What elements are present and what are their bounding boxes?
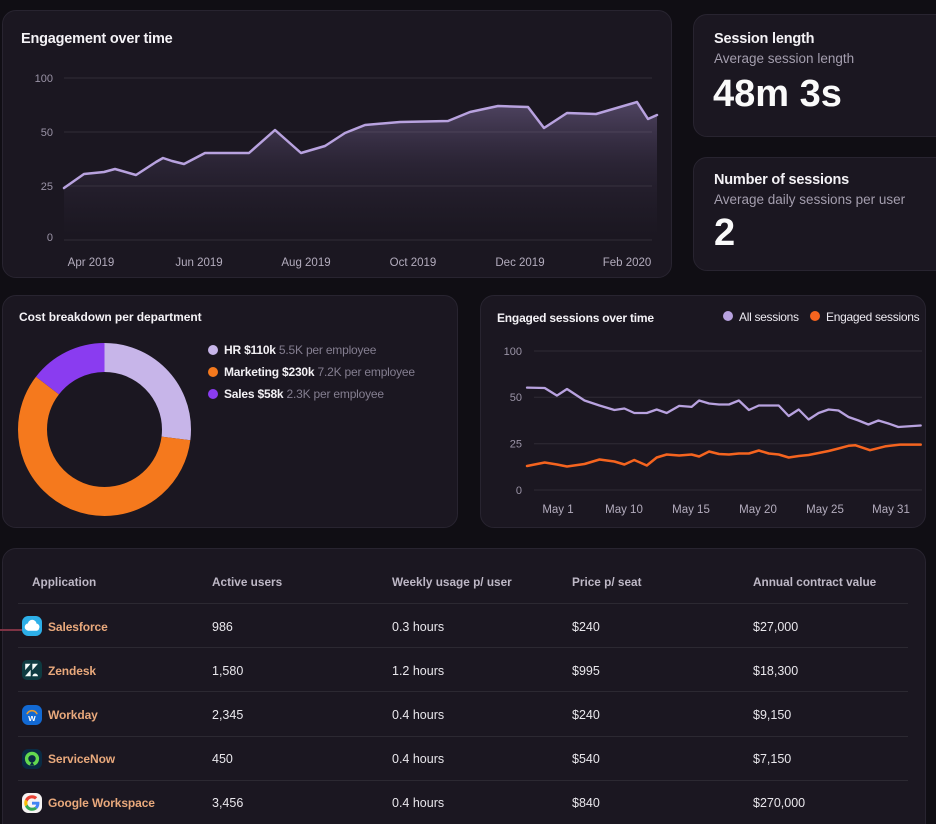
svg-text:May 25: May 25 [806,504,844,516]
svg-text:Dec 2019: Dec 2019 [495,257,544,269]
svg-text:100: 100 [35,73,53,85]
svg-text:Feb 2020: Feb 2020 [603,257,652,269]
svg-text:May 15: May 15 [672,504,710,516]
svg-text:100: 100 [504,346,522,358]
svg-text:Apr 2019: Apr 2019 [68,257,115,269]
svg-text:0: 0 [516,485,522,497]
svg-text:0: 0 [47,232,53,244]
svg-text:Aug 2019: Aug 2019 [281,257,330,269]
svg-text:50: 50 [510,392,522,404]
svg-text:25: 25 [510,439,522,451]
svg-text:Oct 2019: Oct 2019 [390,257,437,269]
svg-text:w: w [27,713,36,724]
svg-text:May 31: May 31 [872,504,910,516]
svg-text:25: 25 [41,181,53,193]
svg-text:May 1: May 1 [542,504,573,516]
svg-text:May 20: May 20 [739,504,777,516]
svg-text:May 10: May 10 [605,504,643,516]
svg-text:50: 50 [41,127,53,139]
svg-text:Jun 2019: Jun 2019 [175,257,222,269]
